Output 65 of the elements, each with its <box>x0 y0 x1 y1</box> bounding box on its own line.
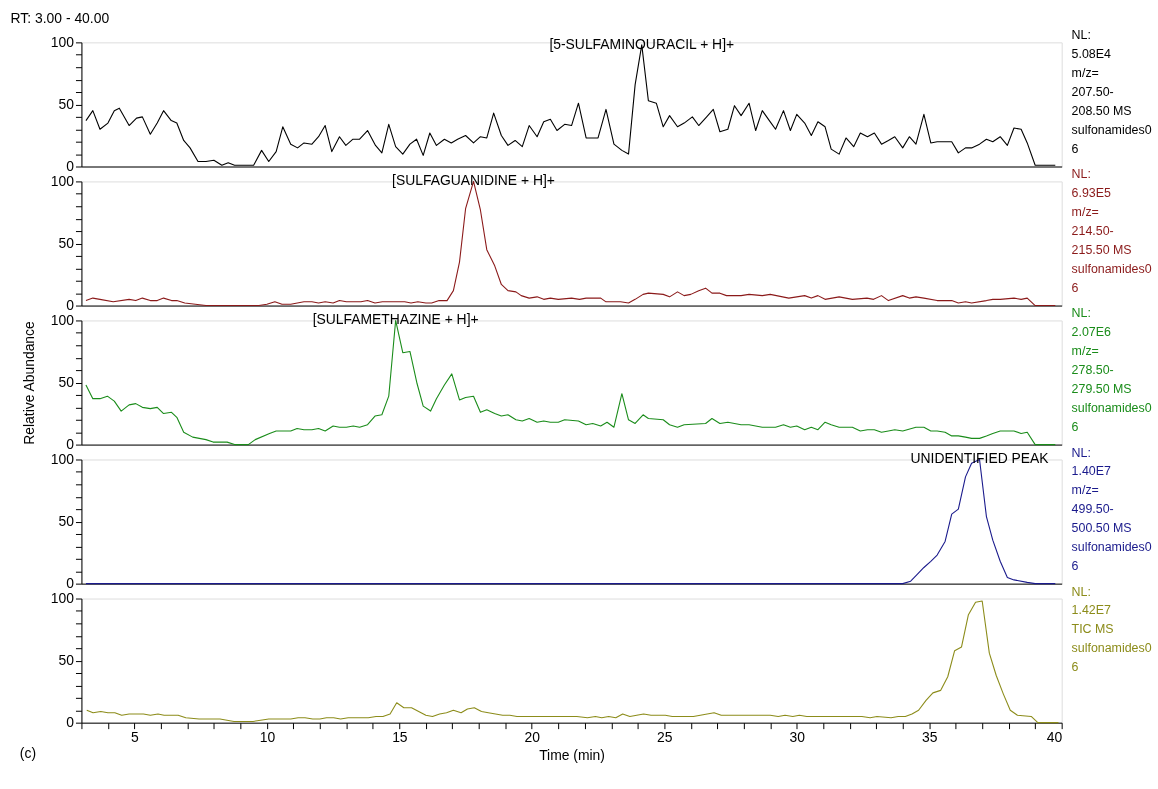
y-tick-label: 50 <box>58 373 75 390</box>
text: sulfonamides0 <box>1071 400 1152 415</box>
x-tick-label: 40 <box>1046 729 1063 746</box>
text: 6 <box>1071 280 1079 295</box>
text: sulfonamides0 <box>1071 122 1152 137</box>
text: TIC MS <box>1071 622 1114 637</box>
text: 6.93E5 <box>1071 186 1112 201</box>
chart-title: RT: 3.00 - 40.00 <box>10 9 110 26</box>
text: NL: <box>1071 584 1091 599</box>
text: NL: <box>1071 28 1091 43</box>
y-tick-label: 100 <box>50 311 75 328</box>
y-tick-label: 50 <box>58 652 75 669</box>
x-tick-label: 25 <box>657 729 673 746</box>
text: m/z= <box>1071 344 1099 359</box>
text: 279.50 MS <box>1071 381 1132 396</box>
text: 214.50- <box>1071 224 1114 239</box>
text: 5.08E4 <box>1071 47 1112 62</box>
text: 499.50- <box>1071 502 1114 517</box>
text: 6 <box>1071 419 1079 434</box>
x-tick-label: 35 <box>921 729 938 746</box>
text: 215.50 MS <box>1071 242 1132 257</box>
annotation: [5-SULFAMINOURACIL + H]+ <box>549 35 735 52</box>
text: 6 <box>1071 660 1079 675</box>
annotation: UNIDENTIFIED PEAK <box>910 450 1050 467</box>
text: 1.42E7 <box>1071 603 1112 618</box>
x-tick-label: 15 <box>392 729 408 746</box>
y-tick-label: 100 <box>50 172 75 189</box>
text: m/z= <box>1071 205 1099 220</box>
y-tick-label: 50 <box>58 234 75 251</box>
text: m/z= <box>1071 66 1099 81</box>
text: sulfonamides0 <box>1071 539 1152 554</box>
x-tick-label: 10 <box>259 729 276 746</box>
y-tick-label: 50 <box>58 95 75 112</box>
x-tick-label: 20 <box>524 729 541 746</box>
text: 6 <box>1071 141 1079 156</box>
text: 278.50- <box>1071 363 1114 378</box>
annotation: [SULFAGUANIDINE + H]+ <box>392 172 555 189</box>
y-tick-label: 0 <box>66 714 75 731</box>
x-tick-label: 30 <box>789 729 806 746</box>
text: 500.50 MS <box>1071 520 1132 535</box>
text: NL: <box>1071 445 1091 460</box>
x-axis-title: Time (min) <box>539 746 605 763</box>
line-series <box>86 600 1060 724</box>
y-tick-label: 100 <box>50 590 75 606</box>
y-tick-label: 0 <box>66 297 75 314</box>
text: NL: <box>1071 167 1091 182</box>
y-tick-label: 0 <box>66 157 75 174</box>
text: 2.07E6 <box>1071 325 1112 340</box>
y-tick-label: 100 <box>50 450 75 467</box>
annotation: [SULFAMETHAZINE + H]+ <box>312 311 479 328</box>
text: NL: <box>1071 306 1091 321</box>
text: 6 <box>1071 558 1079 573</box>
text: sulfonamides0 <box>1071 261 1152 276</box>
y-tick-label: 100 <box>50 33 75 50</box>
text: 1.40E7 <box>1071 464 1112 479</box>
y-tick-label: 50 <box>58 513 75 530</box>
x-tick-label: 5 <box>131 729 140 746</box>
text: 207.50- <box>1071 85 1114 99</box>
y-tick-label: 0 <box>66 436 75 453</box>
text: m/z= <box>1071 483 1099 498</box>
y-axis-title: Relative Abundance <box>20 320 37 445</box>
text: sulfonamides0 <box>1071 641 1152 656</box>
text: (c) <box>19 745 37 762</box>
y-tick-label: 0 <box>66 575 75 592</box>
text: 208.50 MS <box>1071 103 1132 118</box>
